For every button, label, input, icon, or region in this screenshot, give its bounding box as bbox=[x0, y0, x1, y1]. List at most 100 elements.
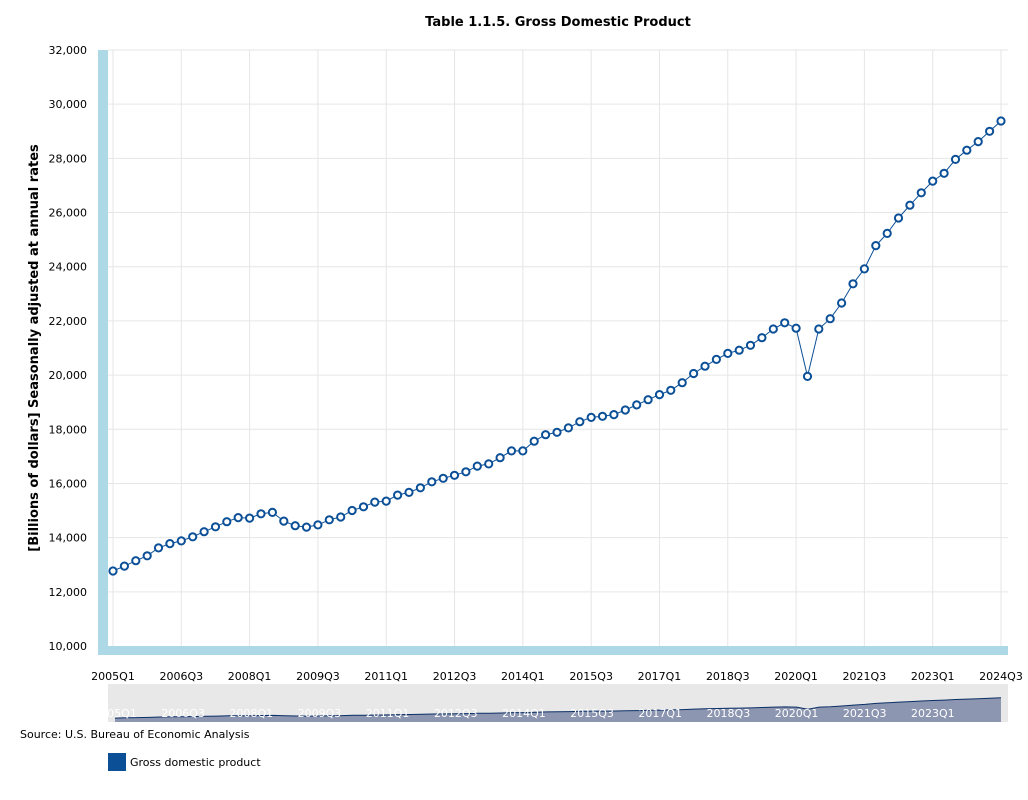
y-tick-label: 12,000 bbox=[49, 586, 88, 599]
navigator-line bbox=[114, 697, 1002, 719]
navigator-tick-label: 2017Q1 bbox=[638, 707, 682, 720]
data-point bbox=[552, 427, 562, 437]
data-point bbox=[791, 323, 801, 333]
data-point bbox=[905, 200, 915, 210]
data-point bbox=[188, 532, 198, 542]
x-tick-label: 2020Q1 bbox=[774, 670, 818, 683]
y-tick-label: 30,000 bbox=[49, 98, 88, 111]
data-point bbox=[985, 126, 995, 136]
y-tick-label: 10,000 bbox=[49, 640, 88, 653]
data-point bbox=[541, 430, 551, 440]
x-tick-label: 2006Q3 bbox=[159, 670, 203, 683]
data-point bbox=[518, 446, 528, 456]
x-axis-ticks: 2005Q1 2006Q3 2008Q1 2009Q3 2011Q1 2012Q3 2014… bbox=[91, 670, 1023, 683]
navigator-tick-label: 2015Q3 bbox=[570, 707, 614, 720]
legend-swatch bbox=[108, 753, 126, 771]
navigator-tick-label: 2020Q1 bbox=[775, 707, 819, 720]
y-axis-label: [Billions of dollars] Seasonally adjuste… bbox=[27, 144, 42, 552]
data-point bbox=[301, 522, 312, 532]
data-point bbox=[689, 368, 699, 379]
x-tick-label: 2014Q1 bbox=[501, 670, 545, 683]
data-point bbox=[142, 551, 152, 561]
y-tick-label: 18,000 bbox=[49, 423, 88, 436]
y-axis-ticks: 10,000 12,000 14,000 16,000 18,000 20,000 22,0… bbox=[49, 44, 88, 653]
legend-label: Gross domestic product bbox=[130, 755, 261, 769]
x-tick-label: 2023Q1 bbox=[911, 670, 955, 683]
data-point bbox=[267, 507, 277, 518]
y-tick-label: 28,000 bbox=[49, 152, 88, 165]
series-gross-domestic-product[interactable] bbox=[108, 116, 1006, 576]
data-point bbox=[108, 566, 118, 576]
data-point bbox=[916, 188, 926, 198]
navigator-tick-label: 2009Q3 bbox=[298, 707, 342, 720]
data-point bbox=[825, 314, 835, 324]
y-tick-label: 16,000 bbox=[49, 477, 88, 490]
data-point bbox=[506, 446, 517, 456]
data-point bbox=[882, 228, 892, 238]
x-axis-band bbox=[98, 646, 1008, 655]
data-point bbox=[837, 298, 847, 308]
navigator-tick-label: 2011Q1 bbox=[366, 707, 410, 720]
data-point bbox=[734, 345, 744, 355]
y-tick-label: 20,000 bbox=[49, 369, 88, 382]
data-point bbox=[950, 154, 961, 164]
chart-title: Table 1.1.5. Gross Domestic Product bbox=[425, 15, 691, 30]
data-point bbox=[233, 513, 243, 523]
data-point bbox=[210, 522, 221, 532]
x-tick-label: 2005Q1 bbox=[91, 670, 135, 683]
data-point bbox=[199, 527, 209, 537]
data-point bbox=[427, 477, 437, 487]
data-point bbox=[324, 515, 334, 525]
navigator-tick-label: 2018Q3 bbox=[707, 707, 751, 720]
data-point bbox=[290, 521, 300, 531]
data-point bbox=[404, 487, 414, 497]
data-point bbox=[928, 176, 938, 186]
data-point bbox=[677, 378, 687, 388]
data-point bbox=[780, 318, 790, 328]
data-point bbox=[245, 513, 255, 523]
data-point bbox=[370, 497, 380, 507]
data-point bbox=[620, 405, 630, 415]
navigator-tick-label: 2021Q3 bbox=[843, 707, 887, 720]
data-point bbox=[802, 371, 813, 381]
data-point bbox=[700, 361, 710, 371]
data-point bbox=[939, 168, 949, 178]
data-point bbox=[176, 536, 186, 546]
data-point bbox=[381, 496, 391, 506]
data-point bbox=[859, 264, 870, 274]
x-tick-label: 2018Q3 bbox=[706, 670, 750, 683]
data-point bbox=[848, 279, 858, 289]
data-point bbox=[563, 423, 574, 433]
data-point bbox=[745, 340, 756, 350]
grid bbox=[108, 49, 1008, 646]
y-axis-band bbox=[98, 50, 108, 646]
data-point bbox=[768, 324, 778, 334]
data-point bbox=[609, 410, 619, 420]
data-point bbox=[597, 411, 608, 421]
data-point bbox=[165, 539, 175, 549]
y-tick-label: 24,000 bbox=[49, 261, 88, 274]
data-point bbox=[313, 520, 323, 530]
data-point bbox=[893, 213, 904, 223]
data-point bbox=[153, 543, 164, 553]
data-point bbox=[996, 116, 1006, 126]
data-point bbox=[495, 453, 505, 463]
data-point bbox=[871, 241, 881, 251]
data-point bbox=[415, 483, 425, 493]
navigator-tick-label: 2014Q1 bbox=[502, 707, 546, 720]
data-point bbox=[529, 436, 539, 446]
data-point bbox=[336, 512, 346, 522]
data-point bbox=[438, 473, 448, 483]
data-point bbox=[711, 354, 722, 364]
data-point bbox=[347, 505, 357, 516]
data-point bbox=[279, 516, 289, 526]
data-point bbox=[575, 417, 585, 427]
data-point bbox=[119, 561, 130, 571]
legend[interactable]: Gross domestic product bbox=[108, 753, 261, 771]
data-point bbox=[814, 324, 824, 334]
navigator-tick-label: 2005Q1 bbox=[93, 707, 137, 720]
y-tick-label: 26,000 bbox=[49, 207, 88, 220]
range-navigator[interactable]: 2005Q1 2006Q3 2008Q1 2009Q3 2011Q1 2012Q3 2014… bbox=[93, 684, 1008, 722]
series-line bbox=[112, 120, 1002, 572]
